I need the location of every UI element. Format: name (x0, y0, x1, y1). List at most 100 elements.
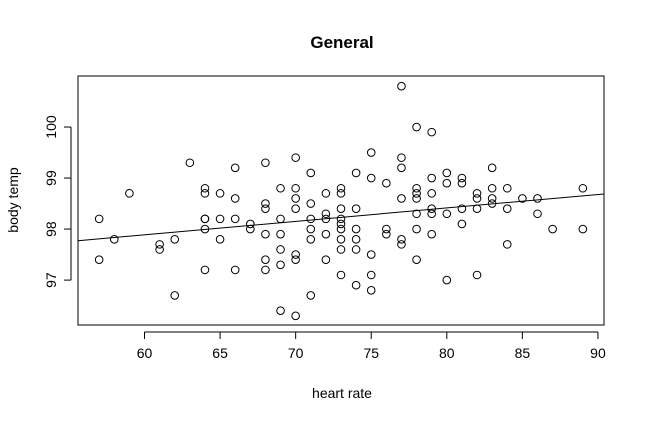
x-axis-label: heart rate (312, 385, 372, 401)
data-point (306, 168, 316, 178)
x-tick-label: 75 (363, 345, 379, 361)
data-point (472, 204, 482, 213)
data-point (412, 183, 421, 193)
data-point (321, 209, 331, 219)
data-point (351, 224, 361, 234)
data-point (382, 224, 391, 234)
data-point (427, 127, 436, 137)
data-point (125, 189, 134, 198)
data-point (457, 204, 467, 213)
data-point (276, 229, 285, 239)
data-point (215, 214, 225, 224)
data-point (276, 214, 285, 224)
data-point (185, 158, 195, 168)
data-point (427, 173, 436, 183)
data-point (351, 245, 361, 254)
y-tick-label: 98 (43, 221, 59, 237)
data-point (366, 173, 376, 183)
data-point (578, 224, 588, 234)
y-tick-label: 97 (43, 272, 59, 288)
data-point (502, 183, 512, 193)
data-point (94, 255, 104, 264)
data-point (109, 234, 119, 244)
regression-line (77, 193, 605, 242)
data-point (472, 270, 482, 280)
data-point (397, 240, 406, 249)
data-point (261, 158, 270, 168)
data-point (487, 194, 497, 203)
data-point (502, 240, 512, 249)
data-point (397, 153, 406, 162)
y-tick-label: 99 (43, 170, 59, 186)
data-point (321, 229, 331, 239)
data-point (366, 148, 376, 157)
data-point (94, 214, 104, 224)
data-point (276, 306, 285, 316)
data-point (412, 189, 421, 198)
data-point (291, 204, 300, 213)
y-axis-label: body temp (5, 167, 21, 233)
data-point (321, 189, 331, 198)
data-point (412, 224, 421, 234)
data-point (215, 189, 225, 198)
data-point (230, 163, 240, 173)
data-point (351, 204, 361, 213)
data-point (276, 260, 285, 270)
data-point (412, 194, 421, 203)
data-point (230, 214, 240, 224)
data-point (306, 214, 316, 224)
data-point (502, 204, 512, 213)
x-tick-label: 85 (515, 345, 531, 361)
data-point (397, 194, 406, 203)
data-point (366, 286, 376, 295)
data-point (427, 189, 436, 198)
data-point (351, 280, 361, 290)
data-point (427, 229, 436, 239)
data-point (276, 245, 285, 254)
data-point (412, 209, 421, 219)
data-point (351, 168, 361, 178)
data-point (472, 194, 482, 203)
data-point (366, 270, 376, 280)
data-point (457, 178, 467, 188)
data-point (170, 291, 180, 300)
data-point (578, 183, 588, 193)
data-point (200, 265, 210, 275)
data-point (261, 255, 270, 264)
data-point (487, 163, 497, 173)
data-point (306, 224, 316, 234)
data-point (306, 234, 316, 244)
data-point (548, 224, 557, 234)
data-point (261, 229, 270, 239)
data-point (215, 234, 225, 244)
data-point (518, 194, 527, 203)
x-tick-label: 60 (137, 345, 153, 361)
data-point (200, 189, 210, 198)
data-point (336, 245, 346, 254)
data-point (321, 255, 331, 264)
data-point (442, 275, 452, 285)
y-axis: 97 98 99 100 (43, 115, 72, 288)
plot-frame (77, 75, 605, 326)
data-point (351, 234, 361, 244)
data-point (291, 311, 300, 321)
x-axis: 60 65 70 75 80 85 90 (137, 331, 606, 361)
x-tick-label: 90 (590, 345, 606, 361)
data-point (291, 194, 300, 203)
data-point (261, 199, 270, 208)
x-tick-label: 80 (439, 345, 455, 361)
regression-line-group (77, 193, 605, 242)
data-point (306, 291, 316, 300)
data-point (457, 173, 467, 183)
data-point (336, 270, 346, 280)
data-point (457, 219, 467, 229)
y-tick-label: 100 (43, 115, 59, 139)
data-point (306, 199, 316, 208)
data-point (442, 178, 452, 188)
data-points (94, 81, 588, 321)
data-point (230, 194, 240, 203)
data-point (533, 209, 542, 219)
chart-title: General (310, 33, 373, 52)
data-point (397, 163, 406, 173)
